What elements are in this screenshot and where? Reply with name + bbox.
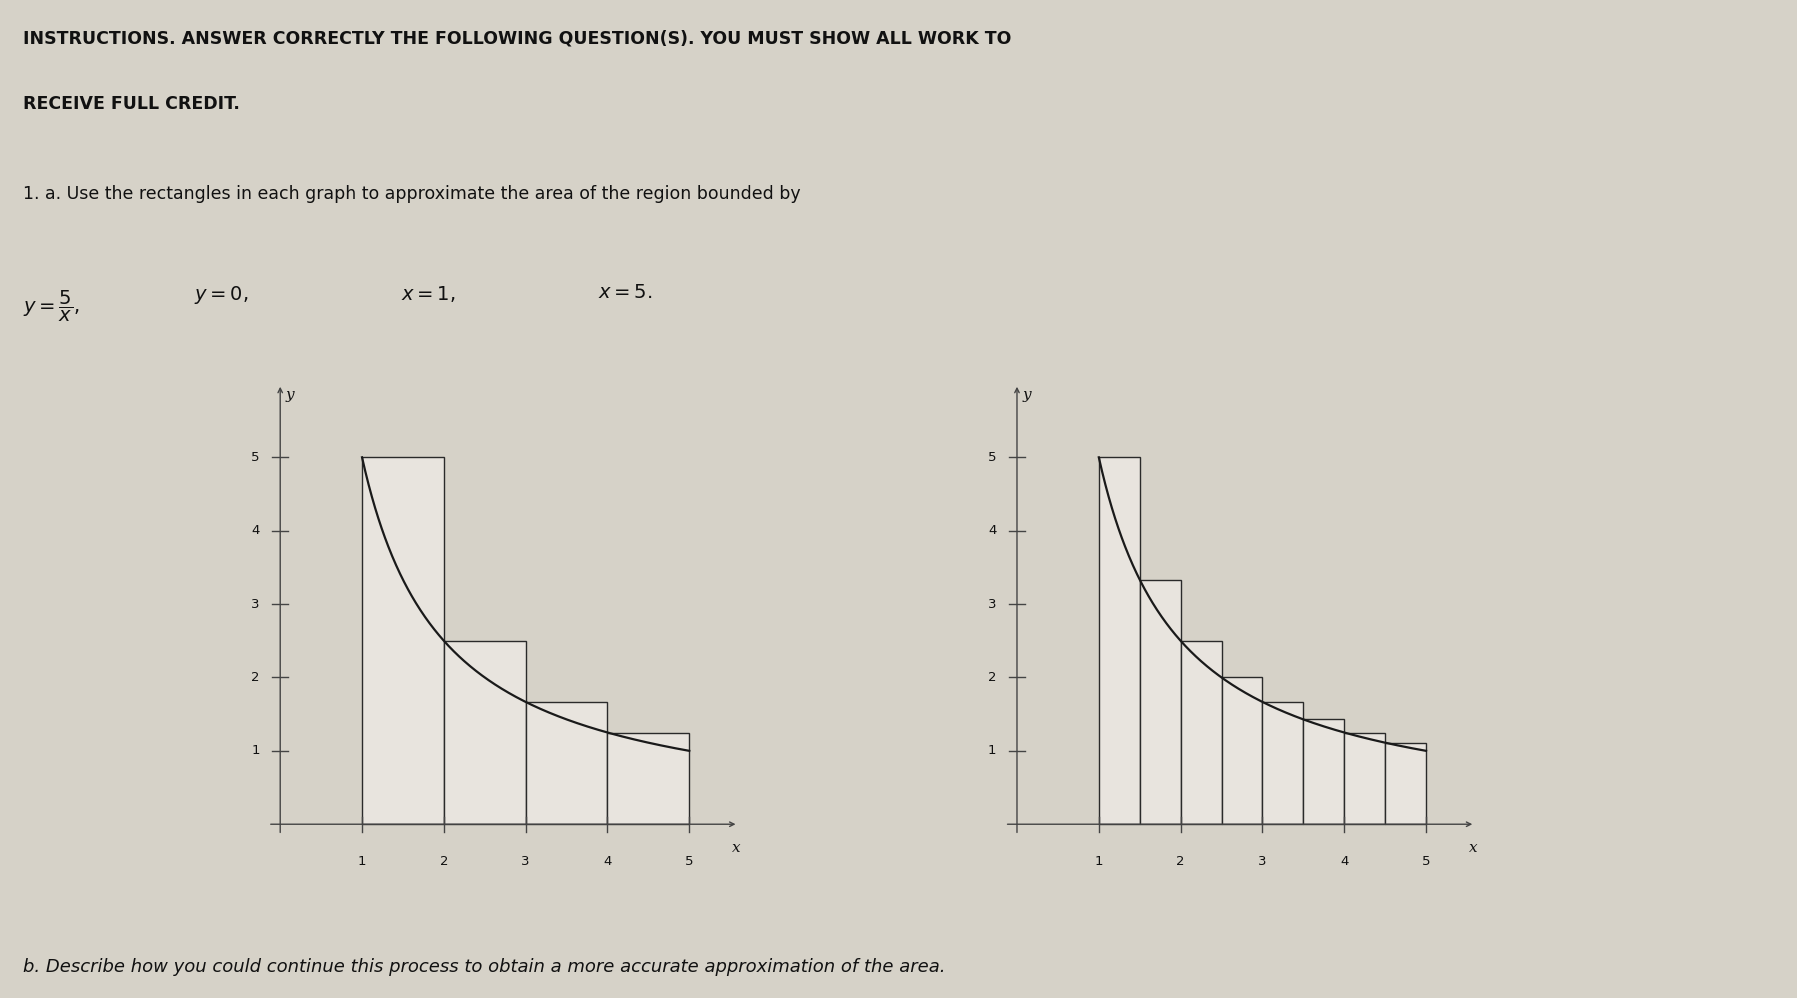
Bar — [1181, 641, 1222, 824]
Text: 3: 3 — [1258, 855, 1267, 868]
Text: $y = 0,$: $y = 0,$ — [194, 284, 248, 306]
Bar — [1222, 678, 1263, 824]
Text: 1. a. Use the rectangles in each graph to approximate the area of the region bou: 1. a. Use the rectangles in each graph t… — [23, 185, 801, 203]
Text: INSTRUCTIONS. ANSWER CORRECTLY THE FOLLOWING QUESTION(S). YOU MUST SHOW ALL WORK: INSTRUCTIONS. ANSWER CORRECTLY THE FOLLO… — [23, 30, 1012, 48]
Bar — [527, 702, 607, 824]
Text: $x = 1,$: $x = 1,$ — [401, 284, 455, 304]
Text: 2: 2 — [440, 855, 447, 868]
Bar — [1139, 580, 1181, 824]
Text: 1: 1 — [252, 745, 261, 757]
Bar — [1263, 702, 1303, 824]
Text: 3: 3 — [252, 598, 261, 611]
Text: 3: 3 — [521, 855, 530, 868]
Text: 5: 5 — [1421, 855, 1430, 868]
Bar — [1385, 743, 1427, 824]
Text: 5: 5 — [685, 855, 694, 868]
Text: x: x — [733, 840, 740, 854]
Bar — [1344, 733, 1385, 824]
Text: x: x — [1470, 840, 1477, 854]
Bar — [1098, 457, 1139, 824]
Text: 2: 2 — [252, 671, 261, 684]
Bar — [444, 641, 527, 824]
Text: y: y — [286, 388, 295, 402]
Text: 1: 1 — [358, 855, 367, 868]
Text: $y = \dfrac{5}{x},$: $y = \dfrac{5}{x},$ — [23, 289, 81, 324]
Bar — [1303, 720, 1344, 824]
Text: 4: 4 — [988, 524, 997, 537]
Text: 5: 5 — [252, 451, 261, 464]
Text: 2: 2 — [988, 671, 997, 684]
Text: RECEIVE FULL CREDIT.: RECEIVE FULL CREDIT. — [23, 95, 241, 113]
Bar — [607, 733, 690, 824]
Text: 1: 1 — [988, 745, 997, 757]
Text: 1: 1 — [1094, 855, 1103, 868]
Text: 4: 4 — [252, 524, 261, 537]
Text: 2: 2 — [1177, 855, 1184, 868]
Text: y: y — [1022, 388, 1031, 402]
Text: 4: 4 — [604, 855, 611, 868]
Text: b. Describe how you could continue this process to obtain a more accurate approx: b. Describe how you could continue this … — [23, 958, 945, 976]
Bar — [361, 457, 444, 824]
Text: 3: 3 — [988, 598, 997, 611]
Text: 5: 5 — [988, 451, 997, 464]
Text: $x = 5.$: $x = 5.$ — [598, 284, 652, 302]
Text: 4: 4 — [1341, 855, 1348, 868]
